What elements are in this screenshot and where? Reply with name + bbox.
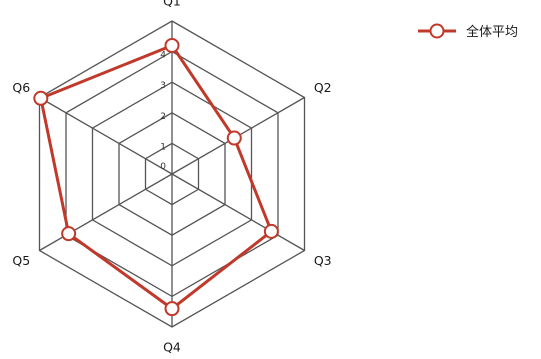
axis-labels: Q1 Q2 Q3 Q4 Q5 Q6 bbox=[12, 0, 331, 355]
tick-label-1: 1 bbox=[160, 142, 166, 152]
tick-label-4: 4 bbox=[160, 51, 166, 61]
data-point-q6 bbox=[33, 90, 49, 106]
spoke-q6 bbox=[39, 96, 173, 175]
data-point-q3 bbox=[263, 223, 279, 239]
data-point-q2 bbox=[226, 130, 242, 146]
legend-label: 全体平均 bbox=[466, 24, 518, 40]
data-point-q1 bbox=[164, 37, 180, 53]
axis-label-q6: Q6 bbox=[12, 80, 30, 95]
axis-label-q1: Q1 bbox=[163, 0, 181, 9]
spoke-q5 bbox=[39, 173, 173, 252]
spoke-q3 bbox=[171, 173, 305, 252]
axis-label-q4: Q4 bbox=[163, 340, 181, 355]
axis-label-q3: Q3 bbox=[314, 253, 332, 268]
axis-label-q5: Q5 bbox=[12, 253, 30, 268]
radial-tick-labels: 0 1 2 3 4 bbox=[160, 51, 166, 172]
data-point-q4 bbox=[164, 301, 180, 317]
tick-label-0: 0 bbox=[160, 162, 166, 172]
series-line-0 bbox=[39, 43, 273, 311]
radar-grid bbox=[38, 20, 306, 328]
tick-label-3: 3 bbox=[160, 81, 166, 91]
legend-point-marker bbox=[429, 23, 445, 39]
data-point-q5 bbox=[61, 226, 77, 242]
tick-label-2: 2 bbox=[160, 112, 166, 122]
legend: 全体平均 bbox=[418, 23, 518, 40]
series-layer bbox=[33, 37, 279, 317]
axis-label-q2: Q2 bbox=[314, 80, 332, 95]
